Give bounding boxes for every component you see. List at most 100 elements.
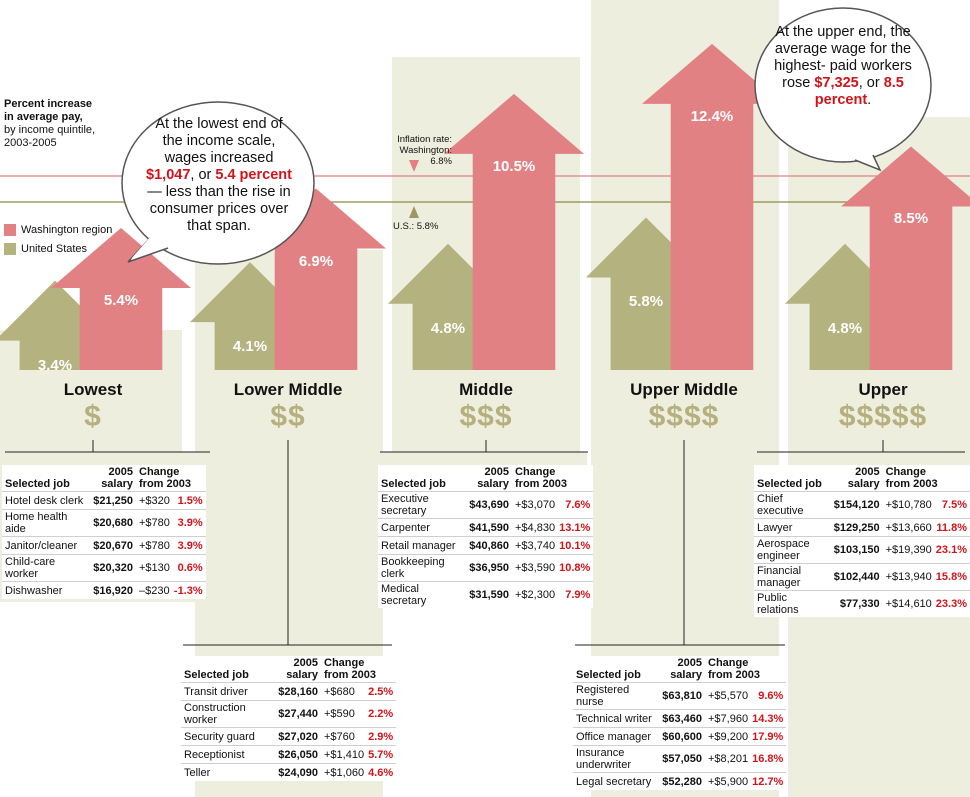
cell-pct: 15.8% [934, 563, 970, 591]
table-row: Medical secretary $31,590 +$2,300 7.9% [378, 581, 594, 608]
cell-chg: +$3,070 [512, 491, 559, 519]
cell-sal: $31,590 [464, 581, 512, 608]
bar-label-washington-upper-middle: 12.4% [690, 107, 734, 125]
cell-job: Insurance underwriter [573, 745, 657, 773]
callout-lowest-mid: , or [190, 167, 212, 183]
callout-upper-pointer [854, 154, 882, 172]
bar-label-washington-lower-middle: 6.9% [298, 252, 334, 270]
cell-sal: $102,440 [827, 563, 883, 591]
legend-item-washington: Washington region [4, 224, 112, 236]
cell-job: Home health aide [2, 509, 88, 537]
cell-job: Lawyer [754, 518, 828, 537]
callout-upper-pct: 8.5 percent [814, 75, 904, 108]
cell-pct: 3.9% [172, 509, 206, 537]
cell-job: Transit driver [181, 682, 273, 701]
table-row: Registered nurse $63,810 +$5,570 9.6% [573, 682, 787, 710]
arrow-washington-upper-middle [642, 43, 782, 370]
cell-sal: $16,920 [88, 581, 136, 599]
callout-upper: At the upper end, the average wage for t… [772, 24, 914, 109]
cell-chg: +$2,300 [512, 581, 559, 608]
table-row: Office manager $60,600 +$9,200 17.9% [573, 727, 787, 746]
cell-sal: $36,950 [464, 554, 512, 582]
cell-chg: +$130 [136, 554, 173, 582]
cell-sal: $129,250 [827, 518, 883, 537]
cell-pct: 2.2% [367, 700, 397, 728]
callout-upper-amount: $7,325 [814, 75, 859, 91]
cell-job: Aerospace engineer [754, 536, 828, 564]
cell-sal: $20,320 [88, 554, 136, 582]
cell-chg: +$14,610 [882, 590, 935, 617]
table-row: Construction worker $27,440 +$590 2.2% [181, 700, 397, 728]
cell-chg: +$780 [136, 536, 173, 555]
table-row: Public relations $77,330 +$14,610 23.3% [754, 590, 970, 617]
table-row: Hotel desk clerk $21,250 +$320 1.5% [2, 491, 206, 510]
table-row: Teller $24,090 +$1,060 4.6% [181, 763, 397, 781]
cell-pct: 2.9% [367, 727, 397, 746]
table-row: Legal secretary $52,280 +$5,900 12.7% [573, 772, 787, 790]
table-row: Home health aide $20,680 +$780 3.9% [2, 509, 206, 537]
table-row: Security guard $27,020 +$760 2.9% [181, 727, 397, 746]
cell-chg: +$8,201 [705, 745, 752, 773]
table-header-row: Selected job 2005 salary Change from 2003 [754, 465, 970, 492]
inflation-washington-marker [409, 160, 419, 172]
table-row: Aerospace engineer $103,150 +$19,390 23.1% [754, 536, 970, 564]
callout-upper-pre: At the upper end, the average wage for t… [774, 24, 912, 91]
cell-job: Chief executive [754, 491, 828, 519]
table-header-chg: Change from 2003 [708, 657, 760, 681]
cell-chg: +$1,060 [321, 763, 368, 781]
legend-swatch-us [4, 243, 16, 255]
dollar-signs-upper: $$$$$ [838, 400, 928, 433]
cell-job: Receptionist [181, 745, 273, 764]
arrow-washington-middle [444, 93, 584, 370]
table-row: Executive secretary $43,690 +$3,070 7.6% [378, 491, 594, 519]
callout-upper-bubble [754, 7, 932, 163]
cell-chg: +$9,200 [705, 727, 752, 746]
dollar-signs-upper-middle: $$$$ [648, 400, 720, 433]
cell-sal: $28,160 [273, 682, 321, 701]
cell-chg: +$760 [321, 727, 368, 746]
cell-sal: $52,280 [657, 772, 705, 790]
cell-sal: $41,590 [464, 518, 512, 537]
callout-lowest-amount: $1,047 [146, 167, 191, 183]
cell-pct: 1.5% [172, 491, 206, 510]
dollar-signs-lowest: $ [84, 400, 102, 433]
table-row: Bookkeeping clerk $36,950 +$3,590 10.8% [378, 554, 594, 582]
table-row: Retail manager $40,860 +$3,740 10.1% [378, 536, 594, 555]
cell-sal: $21,250 [88, 491, 136, 510]
cell-pct: 5.7% [367, 745, 397, 764]
bar-label-washington-upper: 8.5% [893, 210, 929, 228]
chart-legend-title: Percent increase in average pay, by inco… [4, 98, 104, 150]
bar-label-washington-lowest: 5.4% [103, 291, 139, 309]
cell-pct: 0.6% [172, 554, 206, 582]
cell-sal: $57,050 [657, 745, 705, 773]
cell-pct: 9.6% [751, 682, 787, 710]
cell-pct: 23.1% [934, 536, 970, 564]
callout-lowest-pointer-fill [131, 236, 168, 259]
cell-chg: –$230 [136, 581, 173, 599]
cell-chg: +$590 [321, 700, 368, 728]
cell-sal: $63,810 [657, 682, 705, 710]
cell-chg: +$780 [136, 509, 173, 537]
legend-label-us: United States [21, 243, 88, 255]
callout-lowest-bubble [121, 101, 315, 265]
cell-sal: $20,680 [88, 509, 136, 537]
table-row: Receptionist $26,050 +$1,410 5.7% [181, 745, 397, 764]
cell-job: Executive secretary [378, 491, 464, 519]
cell-chg: +$13,660 [882, 518, 935, 537]
table-header-chg: Change from 2003 [139, 466, 191, 490]
bar-label-us-lowest: 3.4% [37, 356, 73, 374]
cell-chg: +$3,740 [512, 536, 559, 555]
category-label-lower-middle: Lower Middle [233, 380, 343, 399]
cell-pct: 2.5% [367, 682, 397, 701]
cell-pct: 4.6% [367, 763, 397, 781]
category-label-upper-middle: Upper Middle [630, 380, 738, 399]
cell-job: Financial manager [754, 563, 828, 591]
jobs-table-upper: Selected job 2005 salary Change from 2003 C… [754, 465, 970, 617]
table-header-row: Selected job 2005 salary Change from 2003 [2, 465, 206, 492]
cell-pct: 7.5% [934, 491, 970, 519]
callout-lowest-pct: 5.4 percent [215, 167, 292, 183]
table-row: Financial manager $102,440 +$13,940 15.8% [754, 563, 970, 591]
cell-pct: 12.7% [751, 772, 787, 790]
table-header-row: Selected job 2005 salary Change from 2003 [181, 656, 396, 683]
legend-label-washington: Washington region [21, 224, 113, 236]
